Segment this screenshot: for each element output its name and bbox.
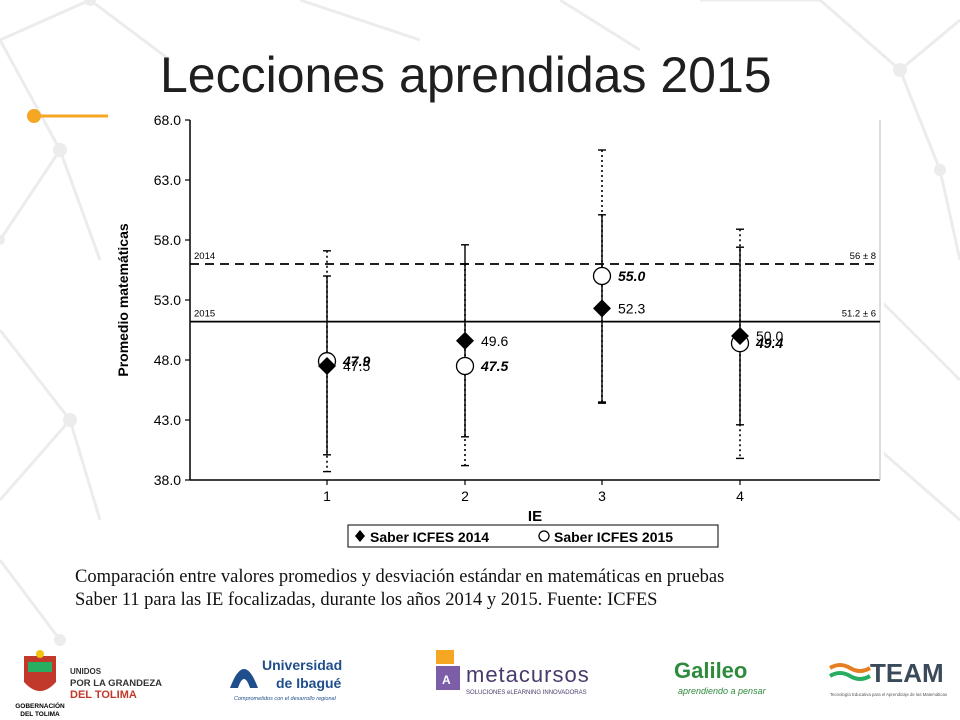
universidad-line1: Universidad [262, 657, 342, 673]
y-tick-label: 48.0 [154, 352, 181, 368]
team-name: TEAM [870, 658, 944, 688]
legend-circle-icon [538, 530, 550, 542]
data-label-2015: 47.5 [480, 358, 508, 374]
caption-line-2: Saber 11 para las IE focalizadas, durant… [75, 590, 658, 610]
x-tick-label: 2 [461, 488, 469, 504]
legend-series-2014: Saber ICFES 2014 [370, 529, 489, 545]
x-tick-label: 4 [736, 488, 744, 504]
gobernacion-name: GOBERNACIÓN [15, 701, 65, 710]
galileo-name: Galileo [674, 658, 747, 683]
reference-value-label: 51.2 ± 6 [842, 309, 876, 320]
y-tick-label: 38.0 [154, 472, 181, 488]
gobernacion-sub: DEL TOLIMA [20, 711, 60, 718]
legend-diamond-icon [355, 530, 365, 542]
y-axis-label: Promedio matemáticas [115, 223, 131, 376]
metacursos-name: metacursos [466, 662, 590, 687]
data-label-2014: 52.3 [618, 300, 645, 316]
y-tick-label: 58.0 [154, 232, 181, 248]
unidos-line1: UNIDOS [70, 667, 102, 676]
x-tick-label: 3 [598, 488, 606, 504]
universidad-shield-icon [230, 669, 258, 688]
legend: Saber ICFES 2014 Saber ICFES 2015 [347, 524, 719, 548]
reference-value-label: 56 ± 8 [850, 251, 876, 262]
coat-of-arms-icon [24, 656, 56, 691]
team-wave-icon [828, 663, 872, 673]
point-2014 [318, 357, 336, 375]
point-2014 [593, 299, 611, 318]
y-tick-label: 53.0 [154, 292, 181, 308]
caption-line-1: Comparación entre valores promedios y de… [75, 567, 725, 587]
y-tick-label: 68.0 [154, 112, 181, 128]
gobernacion-logo: GOBERNACIÓN DEL TOLIMA [15, 650, 65, 718]
logo-strip: GOBERNACIÓN DEL TOLIMA UNIDOS POR LA GRA… [0, 648, 960, 720]
metacursos-logo: A metacursos SOLUCIONES eLEARNING INNOVA… [436, 650, 590, 696]
data-label-2014: 49.6 [481, 333, 508, 349]
slide-title: Lecciones aprendidas 2015 [160, 47, 772, 103]
galileo-logo: Galileo aprendiendo a pensar [674, 658, 767, 696]
chart-caption: Comparación entre valores promedios y de… [75, 566, 935, 612]
svg-text:A: A [442, 673, 451, 687]
point-2014 [731, 327, 749, 345]
x-axis-label: IE [528, 508, 542, 525]
chart-background [108, 112, 884, 552]
chart: 38.0 43.0 48.0 53.0 58.0 63.0 68.0 1 2 3 4 2014 56… [108, 112, 884, 552]
unidos-line3: DEL TOLIMA [70, 689, 137, 701]
reference-year-label: 2014 [194, 251, 215, 262]
unidos-logo: UNIDOS POR LA GRANDEZA DEL TOLIMA [70, 667, 162, 701]
team-logo: TEAM Tecnología Educativa para el Aprend… [828, 658, 947, 697]
data-label-2014: 50.0 [756, 328, 783, 344]
galileo-tagline: aprendiendo a pensar [678, 686, 767, 696]
universidad-line2: de Ibagué [276, 675, 342, 691]
point-2015 [455, 356, 475, 376]
data-label-2015: 47.9 [342, 353, 370, 369]
universidad-logo: Universidad de Ibagué Comprometidos con … [230, 657, 342, 702]
unidos-line2: POR LA GRANDEZA [70, 678, 162, 689]
team-tagline: Tecnología Educativa para el Aprendizaje… [830, 692, 947, 697]
data-label-2014: 47.5 [343, 358, 370, 374]
metacursos-tagline: SOLUCIONES eLEARNING INNOVADORAS [466, 690, 587, 696]
y-tick-label: 43.0 [154, 412, 181, 428]
data-label-2015: 49.4 [755, 335, 783, 351]
x-tick-label: 1 [323, 488, 331, 504]
y-tick-label: 63.0 [154, 172, 181, 188]
metacursos-cube-icon [436, 666, 460, 690]
reference-year-label: 2015 [194, 309, 215, 320]
legend-series-2015: Saber ICFES 2015 [554, 529, 673, 545]
point-2015 [592, 266, 612, 286]
data-label-2015: 55.0 [618, 268, 645, 284]
point-2014 [456, 331, 474, 350]
universidad-tagline: Comprometidos con el desarrollo regional [234, 696, 337, 702]
